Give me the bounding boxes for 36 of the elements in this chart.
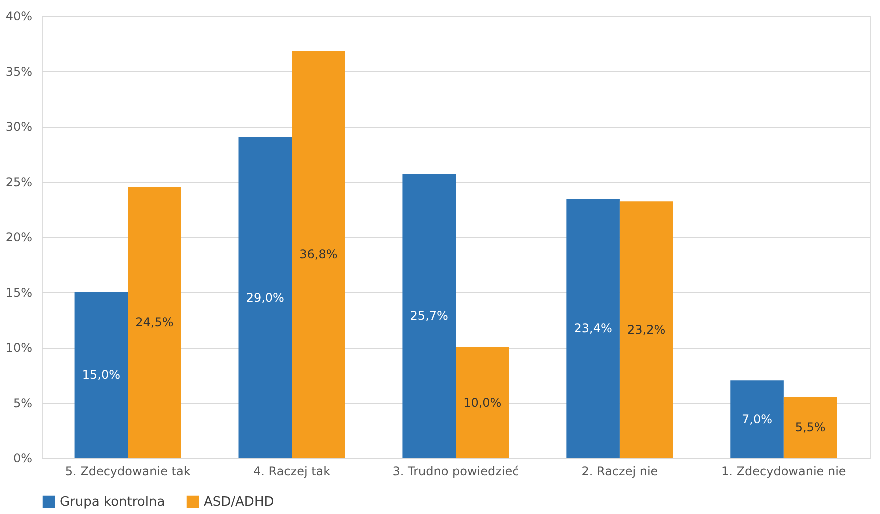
x-tick-label: 3. Trudno powiedzieć [392, 464, 520, 478]
y-tick-label: 25% [6, 175, 32, 190]
data-label: 7,0% [742, 412, 773, 426]
bar [784, 397, 838, 458]
bar [74, 292, 128, 458]
bar [128, 187, 182, 458]
x-tick-label: 2. Raczej nie [582, 464, 658, 478]
y-tick-label: 10% [6, 341, 32, 355]
bar [730, 380, 784, 458]
data-label: 15,0% [82, 368, 120, 382]
data-label: 36,8% [300, 248, 338, 262]
data-label: 23,4% [574, 322, 612, 336]
x-tick-label: 4. Raczej tak [253, 464, 331, 478]
bar [292, 51, 346, 458]
data-label: 5,5% [795, 420, 826, 435]
data-label: 24,5% [136, 316, 174, 330]
data-label: 29,0% [246, 290, 284, 305]
y-tick-label: 40% [6, 10, 32, 24]
y-tick-label: 30% [6, 120, 32, 134]
y-tick-label: 0% [13, 452, 32, 466]
bar [238, 138, 292, 458]
legend-label: ASD/ADHD [204, 495, 274, 510]
bar [620, 202, 674, 458]
data-label: 10,0% [464, 396, 502, 410]
y-tick-label: 15% [6, 286, 32, 300]
data-label: 23,2% [628, 322, 666, 337]
data-label: 25,7% [410, 309, 448, 324]
bar [402, 174, 456, 458]
bar [566, 199, 620, 458]
y-tick-label: 20% [6, 230, 32, 244]
x-tick-label: 5. Zdecydowanie tak [65, 464, 191, 478]
x-tick-label: 1. Zdecydowanie nie [722, 464, 846, 478]
bar [456, 348, 510, 458]
y-tick-label: 35% [6, 64, 32, 79]
y-tick-label: 5% [13, 396, 32, 410]
legend-label: Grupa kontrolna [60, 495, 166, 510]
